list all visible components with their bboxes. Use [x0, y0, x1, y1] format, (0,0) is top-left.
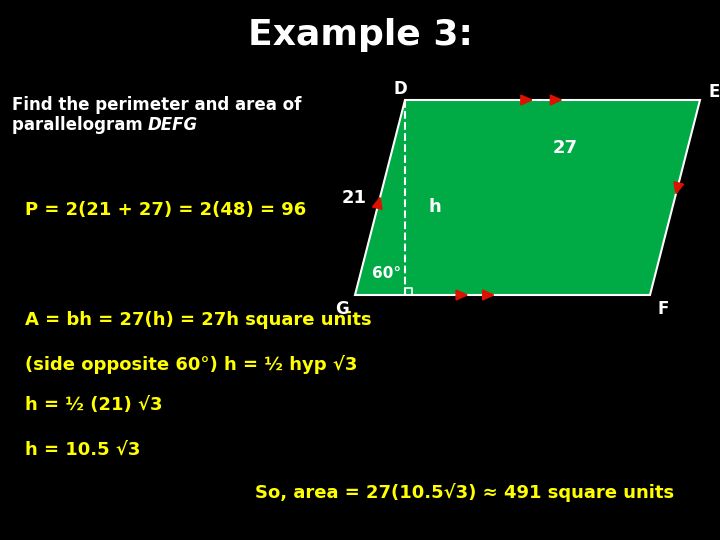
Text: 27: 27 [552, 139, 577, 157]
Text: P = 2(21 + 27) = 2(48) = 96: P = 2(21 + 27) = 2(48) = 96 [25, 201, 306, 219]
Text: A = bh = 27(h) = 27h square units: A = bh = 27(h) = 27h square units [25, 311, 372, 329]
Text: h = ½ (21) √3: h = ½ (21) √3 [25, 396, 163, 414]
Text: h = 10.5 √3: h = 10.5 √3 [25, 441, 140, 459]
Text: parallelogram: parallelogram [12, 116, 148, 134]
Polygon shape [521, 95, 532, 105]
Text: E: E [708, 83, 720, 101]
Polygon shape [550, 95, 562, 105]
Polygon shape [456, 290, 467, 300]
Text: (side opposite 60°) h = ½ hyp √3: (side opposite 60°) h = ½ hyp √3 [25, 355, 357, 375]
Text: Example 3:: Example 3: [248, 18, 472, 52]
Text: F: F [657, 300, 669, 318]
Text: G: G [335, 300, 349, 318]
Polygon shape [482, 290, 494, 300]
Text: Find the perimeter and area of: Find the perimeter and area of [12, 96, 302, 114]
Polygon shape [372, 198, 382, 210]
Polygon shape [674, 182, 683, 194]
Text: h: h [428, 199, 441, 217]
Text: DEFG: DEFG [148, 116, 198, 134]
Text: 60°: 60° [372, 266, 402, 280]
Polygon shape [355, 100, 700, 295]
Text: So, area = 27(10.5√3) ≈ 491 square units: So, area = 27(10.5√3) ≈ 491 square units [255, 483, 674, 503]
Text: D: D [393, 80, 407, 98]
Text: 21: 21 [342, 189, 367, 207]
